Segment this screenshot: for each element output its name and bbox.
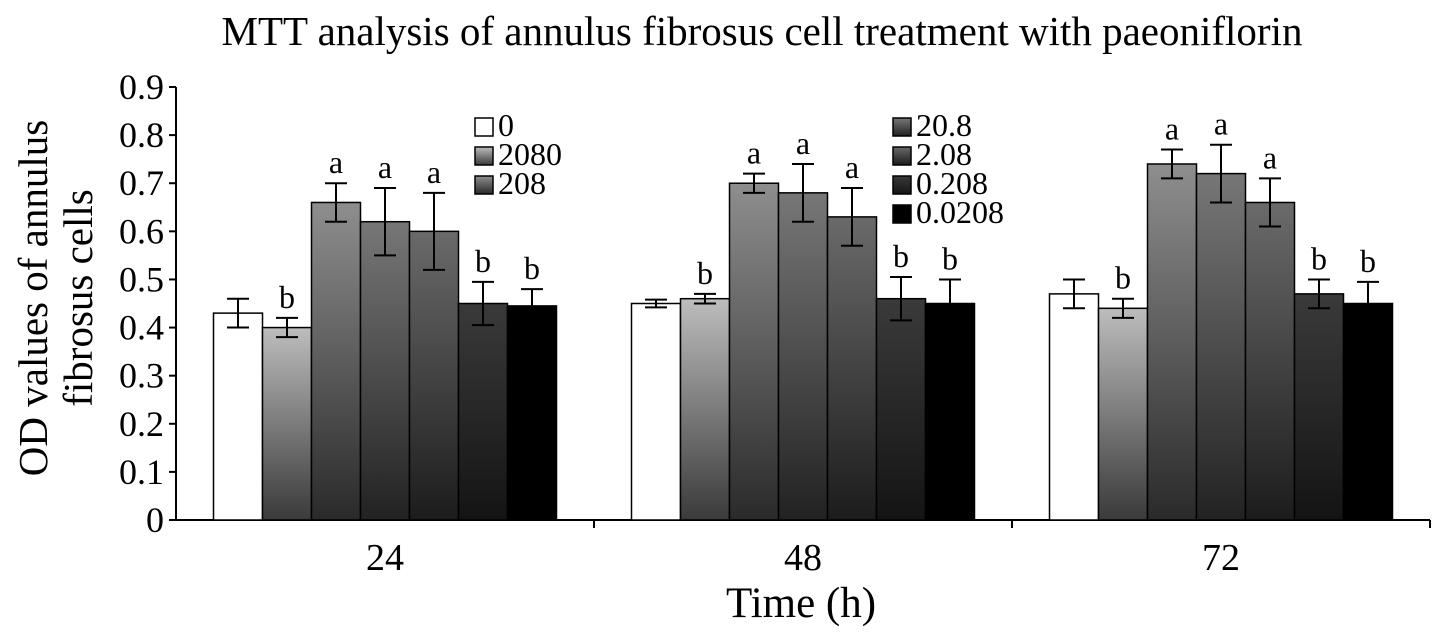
legend-item: 20.8: [892, 107, 972, 143]
bars: ba a ab b ba aab bba aab b: [212, 106, 1394, 521]
bar: [261, 326, 313, 521]
legend-label: 0.208: [916, 165, 988, 201]
y-tick-label: 0.7: [119, 163, 164, 203]
chart-title: MTT analysis of annulus fibrosus cell tr…: [222, 8, 1303, 54]
bar: [1048, 293, 1100, 521]
legend-label: 208: [498, 165, 546, 201]
significance-label: a: [378, 149, 392, 185]
legend-label: 0.0208: [916, 194, 1004, 230]
x-axis-label: Time (h): [726, 580, 876, 627]
legend-label: 20.8: [916, 107, 972, 143]
bar: [506, 305, 558, 521]
x-tick-label: 48: [784, 537, 822, 579]
bar: [359, 220, 411, 521]
legend-swatch: [892, 117, 912, 137]
legend-label: 2.08: [916, 136, 972, 172]
y-tick-label: 0.8: [119, 115, 164, 155]
y-tick-label: 0.6: [119, 211, 164, 251]
legend-item: 2080: [474, 136, 562, 172]
bar: [777, 192, 829, 521]
legend-swatch: [474, 146, 494, 166]
legend-swatch: [892, 146, 912, 166]
significance-label: a: [1263, 139, 1277, 175]
legend-label: 2080: [498, 136, 562, 172]
significance-label: b: [942, 240, 958, 276]
axes: 0 0.1 0.2 0.3 0.4 0.5 0.6 0.7 0.8 0.9 24 48 72: [119, 67, 1431, 579]
legend-item: 2.08: [892, 136, 972, 172]
x-tick-label: 72: [1202, 537, 1240, 579]
bar: [924, 302, 976, 521]
y-tick-label: 0.4: [119, 308, 164, 348]
significance-label: a: [1214, 106, 1228, 142]
legend-swatch: [892, 204, 912, 224]
bar: [212, 312, 264, 521]
significance-label: b: [524, 250, 540, 286]
y-axis-label-line-2: fibrosus cells: [55, 189, 101, 407]
y-tick-label: 0: [146, 500, 164, 540]
significance-label: b: [279, 279, 295, 315]
y-tick-label: 0.9: [119, 67, 164, 107]
legend-item: 0.208: [892, 165, 988, 201]
significance-label: a: [747, 135, 761, 171]
significance-label: b: [697, 255, 713, 291]
bar: [728, 182, 780, 521]
bar: [826, 216, 878, 521]
significance-label: a: [796, 125, 810, 161]
legend-swatch: [474, 117, 494, 137]
bar: [1244, 201, 1296, 521]
significance-label: b: [1115, 260, 1131, 296]
legend-item: 0.0208: [892, 194, 1004, 230]
bar: [630, 302, 682, 521]
significance-label: b: [893, 238, 909, 274]
y-tick-label: 0.3: [119, 356, 164, 396]
bar: [875, 297, 927, 521]
legend-item: 208: [474, 165, 546, 201]
y-tick-label: 0.1: [119, 452, 164, 492]
significance-label: a: [845, 149, 859, 185]
significance-label: a: [329, 144, 343, 180]
bar: [457, 302, 509, 521]
bar: [310, 201, 362, 521]
bar: [679, 297, 731, 521]
legend-swatch: [892, 175, 912, 195]
bar: [1342, 302, 1394, 521]
y-axis-label-line-1: OD values of annulus: [10, 120, 56, 476]
legend-label: 0: [498, 107, 514, 143]
bar: [1195, 172, 1247, 521]
legend-swatch: [474, 175, 494, 195]
significance-label: b: [475, 243, 491, 279]
bar: [1146, 163, 1198, 521]
bar: [408, 230, 460, 521]
y-tick-label: 0.5: [119, 259, 164, 299]
y-tick-label: 0.2: [119, 404, 164, 444]
bar: [1293, 293, 1345, 521]
significance-label: a: [427, 154, 441, 190]
bar: [1097, 307, 1149, 521]
significance-label: b: [1311, 240, 1327, 276]
significance-label: a: [1165, 111, 1179, 147]
legend-item: 0: [474, 107, 514, 143]
x-tick-label: 24: [366, 537, 404, 579]
significance-label: b: [1360, 243, 1376, 279]
